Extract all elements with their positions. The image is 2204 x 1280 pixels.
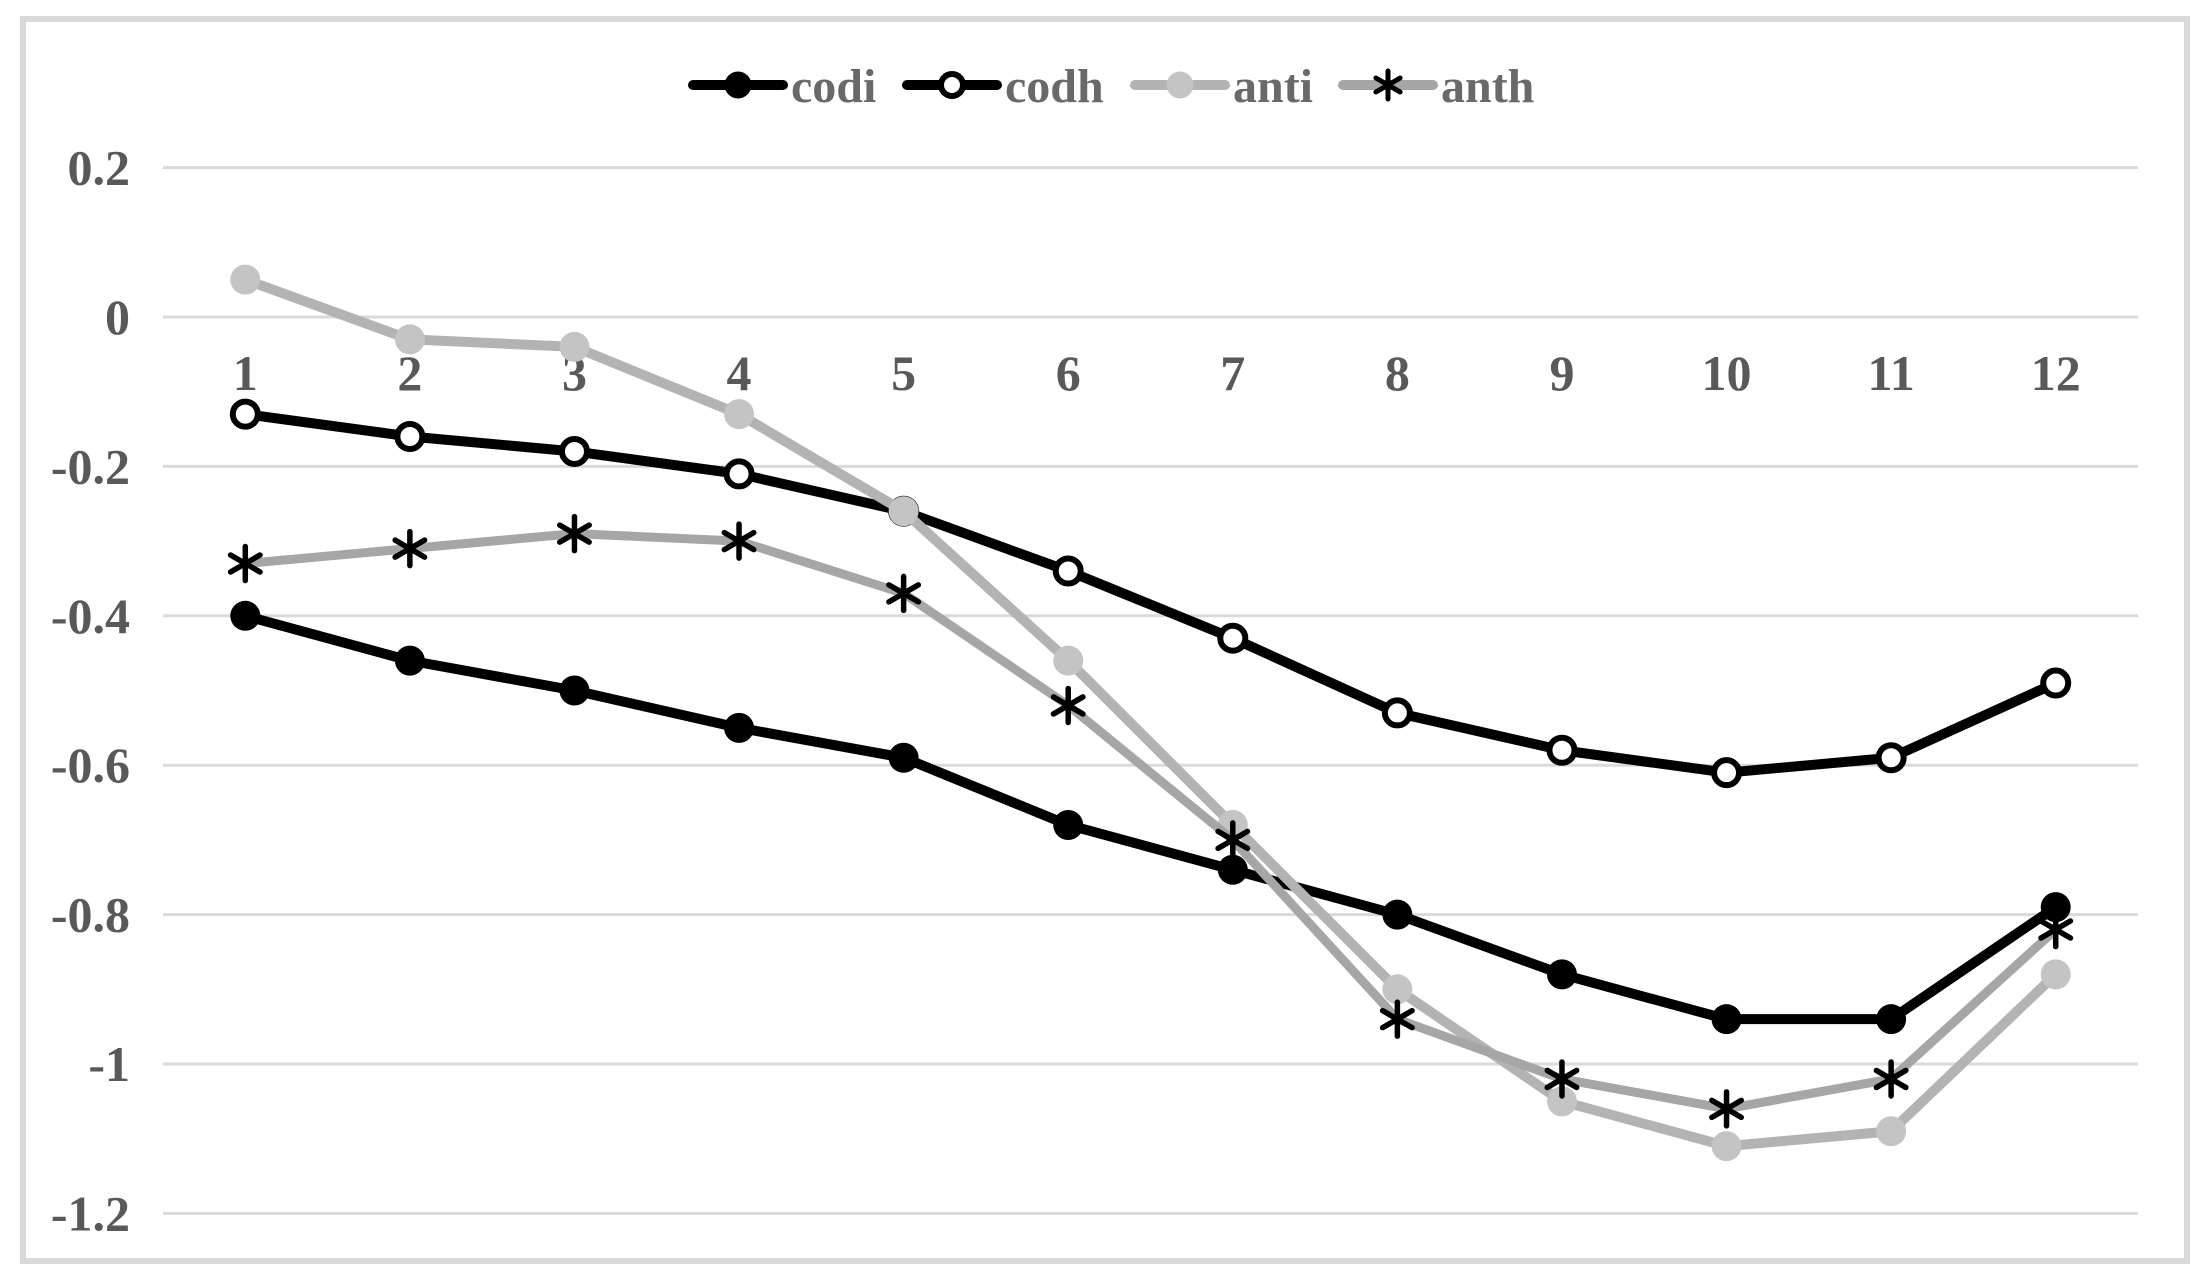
x-tick-label: 4 [727, 345, 752, 401]
series-line-anth [240, 529, 2061, 1114]
x-tick-label: 5 [891, 345, 916, 401]
chart-frame [20, 16, 2190, 1264]
x-tick-label: 1 [233, 345, 258, 401]
legend-marker [938, 71, 966, 99]
asterisk-marker [1050, 685, 1086, 726]
data-point-marker [1053, 645, 1084, 676]
x-tick-label: 11 [1868, 345, 1915, 401]
asterisk-marker [1873, 1059, 1909, 1099]
data-point-marker [230, 264, 261, 295]
asterisk-marker [1379, 999, 1415, 1039]
data-point-marker [1876, 1004, 1907, 1035]
legend-label: anti [1233, 60, 1313, 113]
series-anth [227, 513, 2074, 1129]
x-tick-label: 9 [1549, 345, 1574, 401]
y-tick-label: 0 [105, 289, 130, 345]
asterisk-marker [556, 513, 592, 554]
asterisk-marker [886, 573, 922, 614]
data-point-marker [1053, 809, 1084, 840]
asterisk-marker [1215, 820, 1251, 860]
series-codh [229, 398, 2072, 789]
data-point-marker [394, 324, 425, 355]
data-point-marker [1875, 742, 1907, 774]
asterisk-marker [1373, 68, 1403, 102]
data-point-marker [559, 675, 590, 706]
gridlines-group [163, 166, 2138, 1215]
legend-item-codi: codi [688, 60, 876, 113]
x-tick-label: 8 [1385, 345, 1410, 401]
x-tick-label: 6 [1056, 345, 1081, 401]
y-tick-label: -0.6 [51, 737, 130, 793]
data-point-marker [724, 399, 755, 430]
series-codi [230, 600, 2071, 1035]
legend-item-anth: anth [1338, 60, 1534, 113]
legend-label: codi [791, 60, 876, 113]
data-point-marker [1546, 734, 1578, 766]
x-tick-label: 10 [1702, 345, 1752, 401]
y-tick-label: -0.4 [51, 588, 130, 644]
data-point-marker [2040, 667, 2072, 699]
legend-marker [1166, 71, 1194, 99]
x-tick-label: 7 [1220, 345, 1245, 401]
data-point-marker [2040, 959, 2071, 990]
asterisk-marker [721, 521, 757, 561]
data-point-marker [1876, 1116, 1907, 1147]
data-point-marker [1711, 757, 1743, 789]
legend-item-codh: codh [902, 60, 1104, 113]
asterisk-marker [227, 543, 263, 584]
data-point-marker [1217, 622, 1249, 654]
asterisk-marker [392, 528, 428, 569]
data-point-marker [1546, 1086, 1577, 1117]
legend-item-anti: anti [1130, 60, 1313, 113]
x-axis-tick-labels: 1 2 3 4 5 6 7 8 9 10 11 12 [233, 345, 2081, 401]
data-point-marker [724, 712, 755, 743]
data-point-marker [229, 398, 261, 430]
data-point-marker [230, 600, 261, 631]
data-point-marker [888, 742, 919, 773]
asterisk-marker [1544, 1059, 1580, 1099]
series-anti [230, 264, 2071, 1162]
y-tick-label: 0.2 [68, 140, 131, 196]
data-point-marker [394, 421, 426, 453]
data-point-marker [559, 331, 590, 362]
data-point-marker [888, 496, 919, 527]
data-point-marker [1052, 555, 1084, 587]
y-tick-label: -0.2 [51, 438, 130, 494]
legend: codi codh anti anth [688, 60, 1534, 113]
legend-label: anth [1441, 60, 1534, 113]
data-point-marker [558, 435, 590, 467]
data-point-marker [1382, 899, 1413, 930]
data-point-marker [1711, 1004, 1742, 1035]
data-point-marker [1381, 697, 1413, 729]
series-line-codh [240, 409, 2061, 778]
series-line-anti [240, 274, 2061, 1152]
y-tick-label: -1.2 [51, 1185, 130, 1241]
data-point-marker [1217, 854, 1248, 885]
data-point-marker [723, 458, 755, 490]
data-point-marker [394, 645, 425, 676]
data-point-marker [1546, 959, 1577, 990]
data-point-marker [2040, 892, 2071, 923]
x-tick-label: 12 [2031, 345, 2081, 401]
y-tick-label: -1 [88, 1036, 130, 1092]
series-line-codi [240, 610, 2061, 1025]
legend-marker [724, 71, 752, 99]
data-point-marker [1382, 974, 1413, 1005]
y-axis-tick-labels: 0.2 0 -0.2 -0.4 -0.6 -0.8 -1 -1.2 [51, 140, 130, 1242]
legend-label: codh [1005, 60, 1104, 113]
asterisk-marker [1709, 1089, 1745, 1129]
asterisk-marker [2038, 909, 2074, 950]
y-tick-label: -0.8 [51, 887, 130, 943]
data-point-marker [1711, 1131, 1742, 1162]
